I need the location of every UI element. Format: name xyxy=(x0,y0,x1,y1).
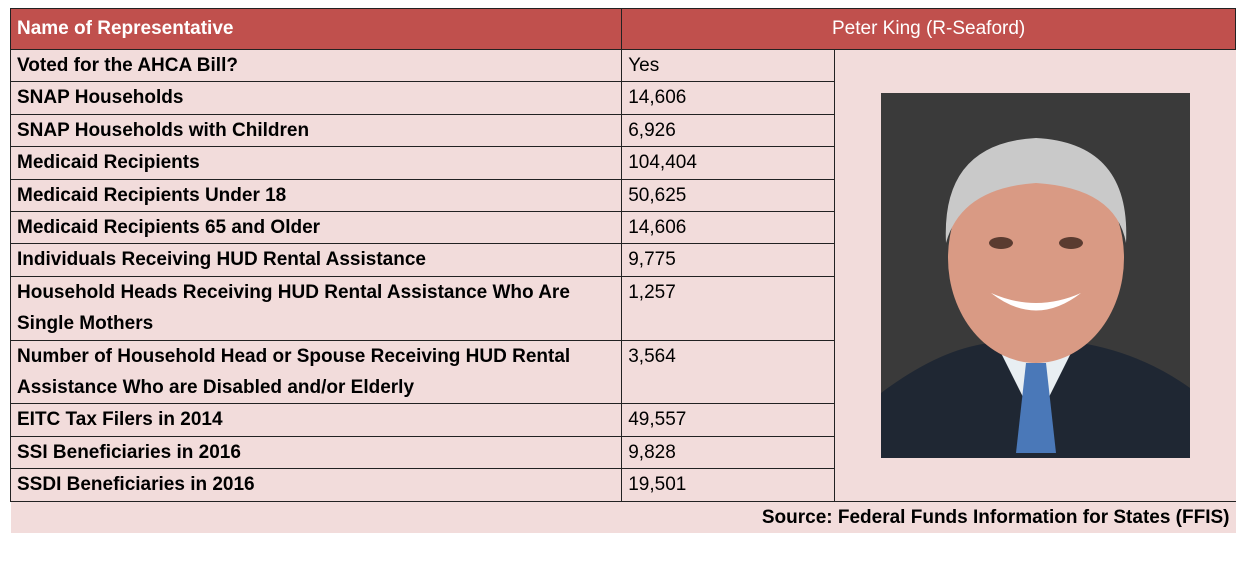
row-label: SNAP Households xyxy=(9,81,623,115)
row-value: 9,775 xyxy=(621,243,835,277)
data-row: Voted for the AHCA Bill? Yes xyxy=(9,48,1236,502)
data-row: SSDI Beneficiaries in 2016 19,501 xyxy=(9,468,1236,502)
row-value: Yes xyxy=(621,48,835,83)
data-row: EITC Tax Filers in 2014 49,557 xyxy=(9,403,1236,437)
data-row: Medicaid Recipients 65 and Older 14,606 xyxy=(9,211,1236,245)
row-value: 1,257 xyxy=(621,275,835,341)
row-label: SSDI Beneficiaries in 2016 xyxy=(9,468,623,502)
row-value: 50,625 xyxy=(621,178,835,213)
photo-cell xyxy=(834,49,1236,502)
rep-table: Name of Representative Peter King (R-Sea… xyxy=(9,8,1236,534)
row-label: SSI Beneficiaries in 2016 xyxy=(9,435,623,470)
row-label: Household Heads Receiving HUD Rental Ass… xyxy=(9,275,623,341)
data-row: Individuals Receiving HUD Rental Assista… xyxy=(9,243,1236,277)
data-row: Number of Household Head or Spouse Recei… xyxy=(9,339,1236,405)
portrait xyxy=(880,92,1190,458)
row-value: 14,606 xyxy=(621,81,835,115)
row-label: EITC Tax Filers in 2014 xyxy=(9,403,623,437)
row-label: Voted for the AHCA Bill? xyxy=(9,48,623,83)
row-value: 19,501 xyxy=(621,468,835,502)
row-value: 49,557 xyxy=(621,403,835,437)
source-row: Source: Federal Funds Information for St… xyxy=(10,500,1236,534)
data-row: SSI Beneficiaries in 2016 9,828 xyxy=(9,435,1236,470)
header-label: Name of Representative xyxy=(9,8,623,50)
row-value: 104,404 xyxy=(621,146,835,180)
data-row: SNAP Households 14,606 xyxy=(9,81,1236,115)
row-value: 3,564 xyxy=(621,339,835,405)
row-label: Medicaid Recipients 65 and Older xyxy=(9,211,623,245)
row-label: Medicaid Recipients Under 18 xyxy=(9,178,623,213)
row-value: 6,926 xyxy=(621,113,835,148)
data-row: Household Heads Receiving HUD Rental Ass… xyxy=(9,275,1236,341)
row-label: Individuals Receiving HUD Rental Assista… xyxy=(9,243,623,277)
row-label: Medicaid Recipients xyxy=(9,146,623,180)
header-value: Peter King (R-Seaford) xyxy=(621,8,1236,50)
row-value: 9,828 xyxy=(621,435,835,470)
data-row: Medicaid Recipients 104,404 xyxy=(9,146,1236,180)
data-row: SNAP Households with Children 6,926 xyxy=(9,113,1236,148)
data-row: Medicaid Recipients Under 18 50,625 xyxy=(9,178,1236,213)
source: Source: Federal Funds Information for St… xyxy=(10,500,1236,534)
row-value: 14,606 xyxy=(621,211,835,245)
row-label: SNAP Households with Children xyxy=(9,113,623,148)
header-row: Name of Representative Peter King (R-Sea… xyxy=(9,8,1236,50)
row-label: Number of Household Head or Spouse Recei… xyxy=(9,339,623,405)
